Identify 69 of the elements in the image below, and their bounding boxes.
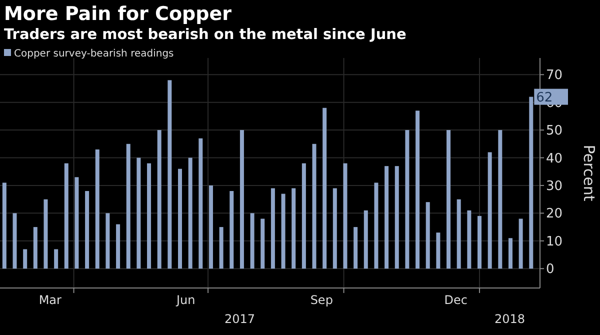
y-tick-label: 20: [546, 206, 563, 222]
bar: [456, 199, 461, 269]
x-tick-label: Mar: [38, 293, 62, 307]
bar: [95, 149, 100, 269]
y-axis-title: Percent: [580, 144, 598, 202]
bar: [394, 166, 399, 269]
bar: [405, 130, 410, 269]
bar: [292, 188, 296, 269]
y-tick-label: 70: [546, 68, 563, 84]
bar: [354, 227, 358, 269]
bar: [250, 213, 254, 269]
bar: [508, 238, 512, 269]
bar: [322, 108, 327, 269]
bar: [240, 130, 244, 269]
chart-subtitle: Traders are most bearish on the metal since June: [4, 27, 406, 43]
bar: [198, 138, 203, 269]
bar: [230, 191, 234, 269]
bar: [364, 210, 368, 269]
x-tick-label: Jun: [176, 293, 196, 307]
bar: [44, 199, 48, 269]
bar: [23, 249, 28, 269]
bar: [446, 130, 451, 269]
bar: [488, 152, 492, 269]
bar: [208, 185, 213, 269]
bar: [74, 177, 79, 269]
x-tick-label: Dec: [444, 293, 468, 307]
bar: [157, 130, 162, 269]
bar: [436, 232, 440, 269]
bar: [188, 158, 192, 269]
data-label: 62: [536, 90, 553, 106]
bar: [126, 144, 130, 269]
bar: [270, 188, 275, 269]
chart-title: More Pain for Copper: [4, 3, 232, 25]
y-tick-label: 10: [546, 234, 563, 250]
bar: [374, 182, 378, 269]
bar: [332, 188, 337, 269]
bar: [147, 163, 152, 269]
bar: [518, 218, 523, 269]
bar: [426, 202, 430, 269]
bar: [33, 227, 38, 269]
bar: [168, 80, 172, 269]
bar: [64, 163, 68, 269]
y-tick-label: 50: [546, 124, 563, 139]
bar: [478, 216, 482, 269]
bar: [343, 163, 348, 269]
bar: [384, 166, 389, 269]
bar: [219, 227, 224, 269]
bar: [281, 194, 286, 269]
bar: [106, 213, 110, 269]
legend-label: Copper survey-bearish readings: [14, 48, 174, 60]
text: 2018: [494, 312, 526, 326]
bar: [136, 158, 141, 269]
bar: [498, 130, 502, 269]
bar: [178, 168, 182, 269]
y-tick-label: 40: [546, 151, 563, 166]
x-tick-label: Sep: [310, 293, 333, 307]
bar: [116, 224, 120, 269]
y-tick-label: 30: [546, 178, 563, 194]
y-tick-label: 0: [546, 262, 554, 278]
text: 2017: [224, 312, 256, 326]
bar: [312, 144, 316, 269]
bar: [12, 213, 17, 269]
bar: [85, 191, 90, 269]
bar: [416, 110, 420, 269]
bar: [2, 182, 6, 269]
bar: [467, 210, 472, 269]
bar: [302, 163, 306, 269]
bar: [54, 249, 58, 269]
bar: [260, 218, 265, 269]
